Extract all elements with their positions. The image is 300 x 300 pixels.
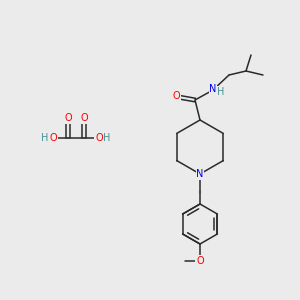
- Text: O: O: [172, 91, 180, 101]
- Text: O: O: [80, 113, 88, 123]
- Text: O: O: [95, 133, 103, 143]
- Text: O: O: [196, 256, 204, 266]
- Text: N: N: [196, 169, 204, 179]
- Text: O: O: [64, 113, 72, 123]
- Text: H: H: [41, 133, 49, 143]
- Text: H: H: [217, 87, 225, 97]
- Text: H: H: [103, 133, 111, 143]
- Text: O: O: [49, 133, 57, 143]
- Text: N: N: [209, 84, 217, 94]
